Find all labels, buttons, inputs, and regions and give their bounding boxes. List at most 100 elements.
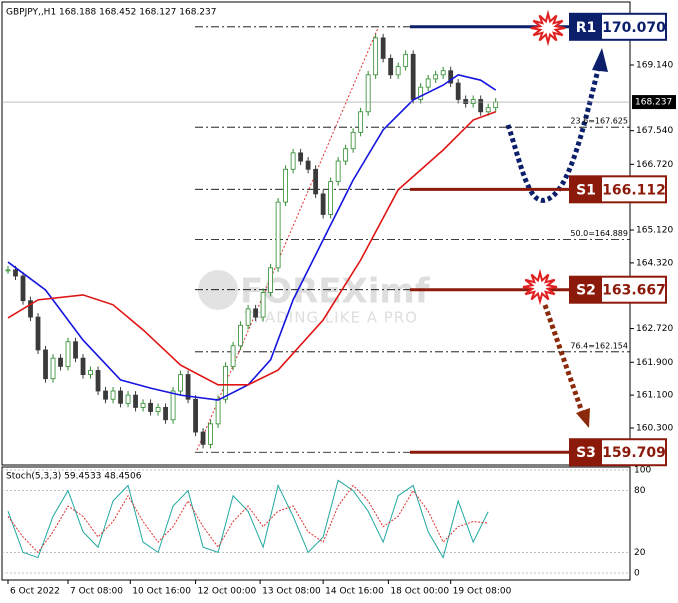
candle — [320, 193, 326, 215]
candle — [238, 324, 243, 347]
y-tick-label: 20 — [634, 548, 646, 558]
candle — [118, 390, 123, 404]
y-tick-label: 164.320 — [636, 258, 673, 268]
candle — [140, 402, 146, 408]
candle — [215, 398, 221, 425]
candle — [103, 390, 108, 400]
candle — [283, 168, 289, 203]
candle — [418, 86, 424, 100]
candle — [230, 345, 236, 367]
candle — [425, 78, 431, 88]
candle — [178, 374, 183, 392]
candle — [448, 70, 454, 84]
candle — [478, 99, 484, 113]
fib-label: 76.4=162.154 — [570, 341, 628, 350]
moving-average — [7, 111, 496, 386]
candle — [20, 275, 26, 302]
candle — [388, 58, 394, 76]
candle — [80, 357, 86, 375]
x-tick-label: 13 Oct 08:00 — [262, 587, 321, 597]
candle — [440, 70, 446, 76]
candle — [343, 148, 349, 162]
stoch-line — [7, 479, 489, 559]
level-name: S3 — [576, 445, 596, 461]
candle — [410, 53, 416, 100]
y-tick-label: 169.140 — [636, 60, 673, 70]
candle — [155, 407, 161, 412]
candle — [170, 390, 176, 421]
candle — [110, 390, 116, 400]
level-value: 163.667 — [602, 283, 666, 299]
candle — [313, 168, 319, 195]
candle — [133, 394, 138, 408]
fib-label: 23.6=167.625 — [570, 117, 628, 126]
level-tag — [570, 176, 602, 203]
level-value: 159.709 — [602, 445, 666, 461]
candle — [35, 316, 41, 351]
y-tick-label: 166.720 — [636, 160, 673, 170]
candle — [305, 160, 311, 170]
watermark-sub: TRADING LIKE A PRO — [243, 309, 418, 327]
x-tick-label: 12 Oct 00:00 — [198, 587, 257, 597]
y-tick-label: 0 — [634, 568, 640, 578]
level-tag — [570, 439, 602, 466]
arrow-head — [592, 48, 608, 72]
candle — [50, 357, 56, 380]
x-tick-label: 7 Oct 08:00 — [70, 587, 123, 597]
candle — [245, 308, 251, 326]
candle — [200, 431, 206, 445]
last-price-box — [632, 95, 676, 110]
candle — [260, 292, 266, 318]
y-tick-label: 80 — [634, 486, 646, 496]
candle — [95, 370, 101, 392]
candle — [163, 407, 168, 421]
candle — [455, 82, 461, 100]
arrow-head — [576, 408, 590, 428]
candle — [373, 37, 379, 76]
level-value: 170.070 — [602, 20, 666, 36]
candle — [335, 160, 341, 182]
candle — [125, 394, 131, 404]
starburst — [522, 268, 558, 306]
x-tick-label: 6 Oct 2022 — [10, 587, 60, 597]
starburst — [530, 9, 566, 47]
x-tick-label: 18 Oct 00:00 — [390, 587, 449, 597]
y-tick-label: 162.720 — [636, 324, 673, 334]
y-tick-label: 165.120 — [636, 226, 673, 236]
candle — [380, 37, 386, 59]
candle — [350, 131, 356, 150]
candle — [65, 341, 71, 367]
level-name: S1 — [576, 182, 596, 198]
candle — [193, 398, 198, 433]
candle — [433, 74, 439, 80]
price-panel — [1, 1, 631, 466]
candle — [395, 66, 401, 76]
candle — [58, 357, 63, 367]
chart-title: GBPJPY,,H1 168.188 168.452 168.127 168.2… — [6, 8, 217, 18]
stoch-panel — [1, 466, 631, 581]
candle — [185, 374, 191, 400]
y-tick-label: 161.100 — [636, 391, 673, 401]
level-tag — [570, 276, 602, 303]
forecast-arrow — [505, 61, 603, 203]
level-name: R1 — [576, 20, 597, 36]
candle — [298, 152, 304, 162]
forecast-arrow — [542, 304, 586, 416]
stoch-title: Stoch(5,3,3) 59.4533 48.4506 — [6, 472, 142, 482]
candle — [223, 365, 228, 400]
candle — [253, 308, 259, 318]
level-value: 166.112 — [602, 182, 666, 198]
candle — [28, 300, 33, 318]
candle — [148, 402, 153, 412]
y-tick-label: 160.300 — [636, 423, 673, 433]
candle — [73, 341, 78, 359]
candle — [365, 74, 371, 113]
candle — [493, 101, 499, 109]
x-tick-label: 19 Oct 08:00 — [453, 587, 512, 597]
candle — [328, 181, 334, 215]
candle — [470, 99, 476, 104]
candle — [5, 269, 11, 272]
x-tick-label: 10 Oct 16:00 — [132, 587, 191, 597]
y-tick-label: 100 — [634, 465, 651, 475]
